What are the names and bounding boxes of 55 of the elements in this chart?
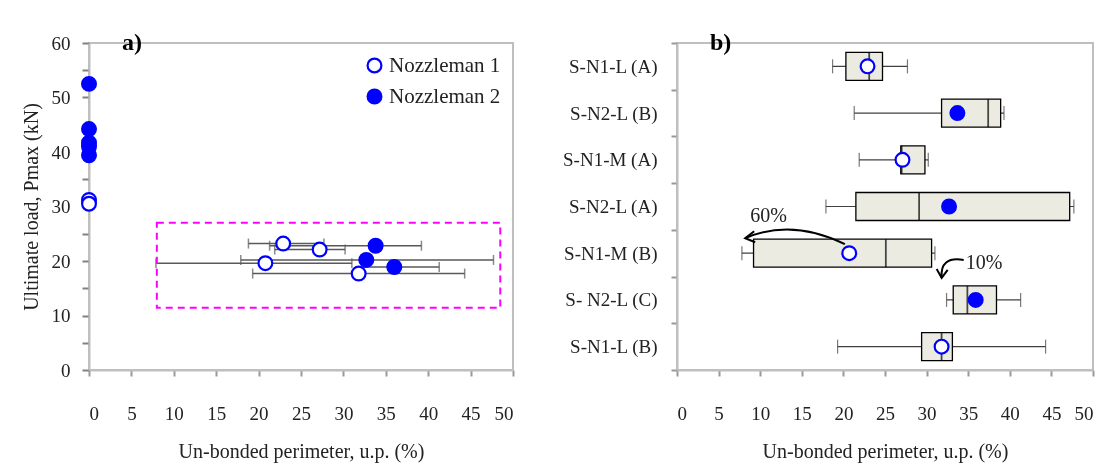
annotation: 10% xyxy=(965,250,1003,273)
x-tick-label: 45 xyxy=(1042,402,1062,424)
y-tick-label: S-N1-M (A) xyxy=(563,149,658,172)
x-tick-label: 0 xyxy=(677,402,687,424)
y-tick-label: 0 xyxy=(61,359,71,381)
x-tick-label: 30 xyxy=(917,402,937,424)
point xyxy=(358,251,375,268)
x-axis-title: Un-bonded perimeter, u.p. (%) xyxy=(178,439,425,463)
y-axis-title: Ultimate load, Pmax (kN) xyxy=(19,103,43,311)
y-tick-label: 40 xyxy=(51,141,71,163)
y-tick-label: S-N2-L (A) xyxy=(569,196,658,218)
x-tick-label: 10 xyxy=(751,402,771,424)
point xyxy=(367,237,384,254)
x-tick-label: 35 xyxy=(959,402,979,424)
x-tick-label: 45 xyxy=(461,402,481,424)
x-tick-label: 5 xyxy=(714,402,724,424)
point xyxy=(257,255,274,272)
x-tick-label: 5 xyxy=(127,402,137,424)
y-tick-label: S-N2-L (B) xyxy=(570,102,658,125)
y-tick-label: 60 xyxy=(51,32,71,54)
point xyxy=(386,259,403,275)
x-tick-label: 25 xyxy=(876,402,895,424)
point xyxy=(311,241,328,258)
point xyxy=(350,265,367,282)
y-tick-label: 20 xyxy=(51,250,71,272)
x-tick-label: 20 xyxy=(834,402,854,424)
point xyxy=(81,121,97,138)
x-tick-label: 35 xyxy=(376,402,396,424)
annotation: a) xyxy=(122,29,142,55)
y-tick-label: 30 xyxy=(51,196,71,217)
y-tick-label: 10 xyxy=(51,305,71,326)
annotation: 60% xyxy=(750,204,787,227)
y-tick-label: S- N2-L (C) xyxy=(565,289,658,312)
y-tick-label: S-N1-L (A) xyxy=(569,55,658,78)
x-tick-label: 0 xyxy=(89,402,99,424)
x-tick-label: 25 xyxy=(292,402,311,424)
point xyxy=(81,195,97,212)
x-tick-label: 15 xyxy=(792,402,812,424)
annotation: b) xyxy=(710,29,732,55)
x-tick-label: 15 xyxy=(207,402,227,424)
y-tick-label: 50 xyxy=(51,87,71,108)
y-tick-label: S-N1-M (B) xyxy=(564,242,658,265)
x-tick-label: 30 xyxy=(334,402,354,424)
point xyxy=(275,235,292,252)
legend-label: Nozzleman 2 xyxy=(389,83,501,108)
x-tick-label: 40 xyxy=(419,402,439,424)
y-tick-label: S-N1-L (B) xyxy=(570,336,658,359)
legend-label: Nozzleman 1 xyxy=(389,52,501,77)
x-axis-title: Un-bonded perimeter, u.p. (%) xyxy=(762,439,1009,463)
x-tick-label: 50 xyxy=(1074,402,1094,424)
x-tick-label: 50 xyxy=(494,402,514,424)
x-tick-label: 10 xyxy=(164,402,184,424)
x-tick-label: 40 xyxy=(1000,402,1020,424)
point xyxy=(81,75,97,92)
x-tick-label: 20 xyxy=(249,402,269,424)
